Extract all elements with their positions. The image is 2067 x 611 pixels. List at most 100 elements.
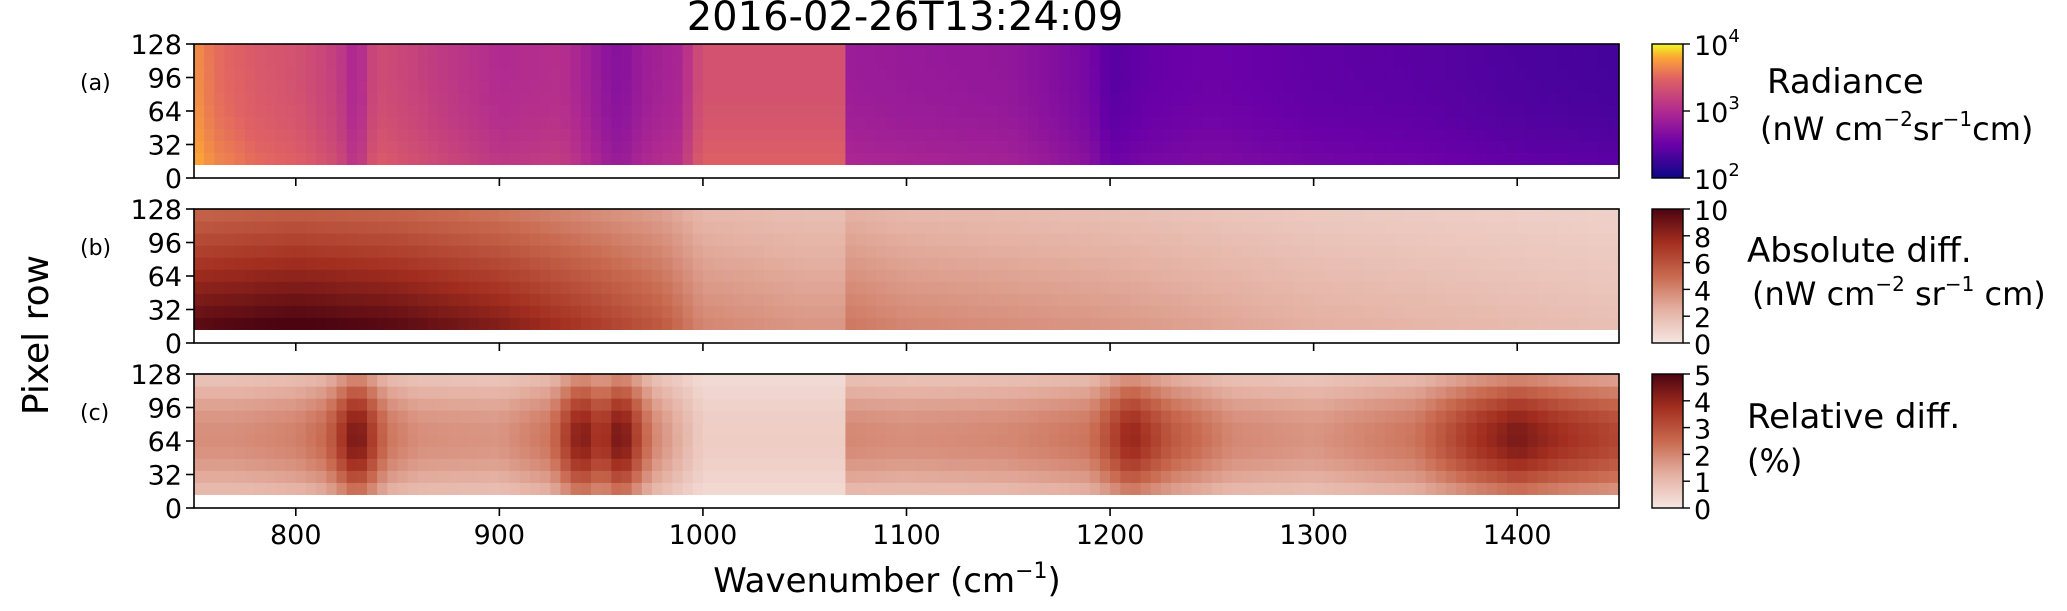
heatmap-cell	[397, 128, 409, 141]
heatmap-cell	[1476, 44, 1488, 57]
heatmap-cell	[641, 209, 653, 222]
heatmap-cell	[529, 398, 541, 411]
heatmap-cell	[326, 470, 338, 483]
heatmap-cell	[305, 92, 317, 105]
heatmap-cell	[1608, 128, 1620, 141]
heatmap-cell	[448, 80, 460, 93]
heatmap-cell	[1608, 458, 1620, 471]
heatmap-cell	[1110, 422, 1121, 435]
heatmap-cell	[1496, 92, 1508, 105]
heatmap-cell	[937, 374, 948, 387]
heatmap-cell	[1079, 152, 1091, 165]
heatmap-cell	[1384, 128, 1396, 141]
heatmap-cell	[1252, 470, 1264, 483]
heatmap-cell	[621, 140, 633, 153]
heatmap-cell	[611, 209, 623, 222]
heatmap-cell	[652, 233, 663, 246]
heatmap-cell	[865, 209, 877, 222]
heatmap-cell	[550, 92, 562, 105]
heatmap-cell	[428, 446, 439, 459]
heatmap-cell	[1130, 317, 1142, 330]
heatmap-cell	[1130, 233, 1142, 246]
heatmap-cell	[692, 482, 704, 495]
heatmap-cell	[723, 104, 735, 117]
heatmap-cell	[1568, 446, 1579, 459]
heatmap-cell	[1211, 44, 1223, 57]
heatmap-cell	[1588, 458, 1600, 471]
heatmap-cell	[397, 482, 409, 495]
heatmap-cell	[234, 56, 246, 69]
heatmap-cell	[509, 269, 521, 282]
heatmap-cell	[947, 374, 958, 387]
heatmap-cell	[499, 68, 511, 81]
heatmap-cell	[937, 482, 948, 495]
heatmap-cell	[1303, 269, 1315, 282]
heatmap-cell	[1425, 446, 1437, 459]
heatmap-cell	[652, 92, 663, 105]
heatmap-cell	[1262, 305, 1274, 318]
heatmap-cell	[1028, 458, 1040, 471]
heatmap-cell	[265, 422, 277, 435]
heatmap-cell	[1537, 482, 1549, 495]
heatmap-cell	[458, 434, 470, 447]
heatmap-cell	[1557, 482, 1569, 495]
heatmap-cell	[835, 116, 847, 129]
heatmap-cell	[1008, 257, 1020, 270]
heatmap-cell	[468, 470, 480, 483]
heatmap-cell	[417, 374, 429, 387]
heatmap-cell	[1486, 446, 1498, 459]
heatmap-cell	[479, 56, 490, 69]
heatmap-cell	[1293, 422, 1305, 435]
heatmap-cell	[662, 116, 673, 129]
heatmap-cell	[305, 104, 317, 117]
heatmap-cell	[987, 128, 999, 141]
heatmap-cell	[1008, 434, 1020, 447]
heatmap-cell	[224, 116, 236, 129]
heatmap-cell	[417, 293, 429, 306]
heatmap-cell	[753, 374, 765, 387]
y-tick-label: 64	[148, 262, 182, 293]
heatmap-cell	[194, 305, 205, 318]
heatmap-cell	[865, 293, 877, 306]
heatmap-cell	[1171, 386, 1182, 399]
heatmap-cell	[1069, 209, 1081, 222]
absolute-diff-heatmap	[194, 209, 1620, 330]
heatmap-cell	[387, 80, 399, 93]
heatmap-cell	[377, 44, 388, 57]
heatmap-cell	[529, 281, 541, 294]
heatmap-cell	[1435, 281, 1447, 294]
heatmap-cell	[1069, 470, 1081, 483]
heatmap-cell	[998, 44, 1009, 57]
heatmap-cell	[275, 293, 287, 306]
heatmap-cell	[753, 386, 765, 399]
heatmap-cell	[1415, 140, 1427, 153]
heatmap-cell	[957, 458, 969, 471]
heatmap-cell	[611, 104, 623, 117]
heatmap-cell	[621, 128, 633, 141]
heatmap-cell	[1496, 152, 1508, 165]
heatmap-cell	[468, 305, 480, 318]
heatmap-cell	[1527, 80, 1539, 93]
heatmap-cell	[652, 269, 663, 282]
heatmap-cell	[458, 398, 470, 411]
heatmap-cell	[1568, 305, 1579, 318]
heatmap-cell	[397, 257, 409, 270]
heatmap-cell	[224, 434, 236, 447]
heatmap-cell	[1069, 281, 1081, 294]
heatmap-cell	[967, 374, 979, 387]
heatmap-cell	[540, 128, 551, 141]
heatmap-cell	[590, 68, 602, 81]
heatmap-cell	[316, 128, 327, 141]
heatmap-cell	[957, 269, 969, 282]
heatmap-cell	[743, 68, 755, 81]
heatmap-cell	[1364, 44, 1376, 57]
heatmap-cell	[1028, 245, 1040, 258]
heatmap-cell	[1222, 398, 1233, 411]
heatmap-cell	[1150, 128, 1162, 141]
heatmap-cell	[529, 44, 541, 57]
y-tick-label: 32	[148, 131, 182, 162]
heatmap-cell	[407, 80, 419, 93]
heatmap-cell	[1160, 128, 1172, 141]
heatmap-cell	[1293, 386, 1305, 399]
heatmap-cell	[1374, 305, 1386, 318]
